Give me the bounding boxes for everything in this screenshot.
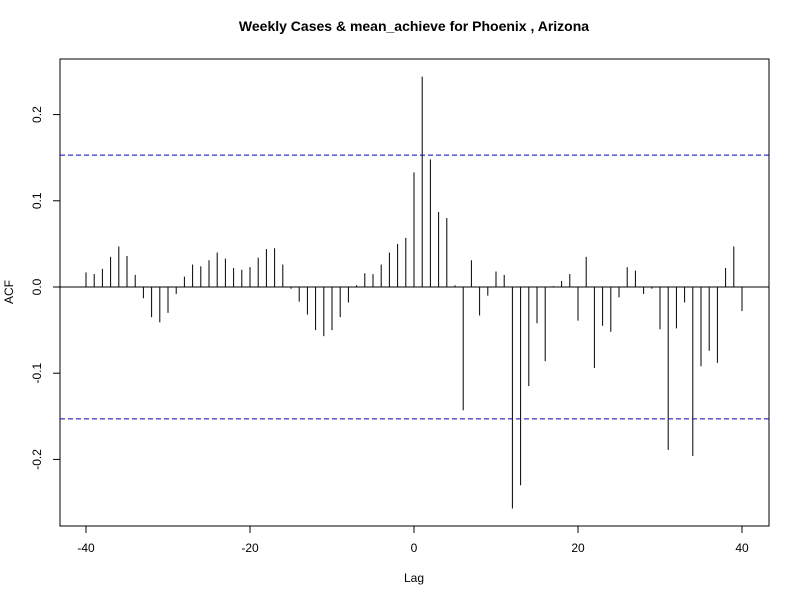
y-tick-label: 0.1 [30,192,44,209]
x-axis-label: Lag [404,571,424,585]
y-tick-label: 0.2 [30,106,44,123]
x-tick-label: -40 [77,541,95,555]
chart-title: Weekly Cases & mean_achieve for Phoenix … [239,18,589,34]
x-axis: -40 -20 0 20 40 [77,526,749,555]
confidence-bounds [60,154,769,420]
x-tick-label: 40 [735,541,749,555]
y-axis-label: ACF [2,280,16,304]
plot-frame [59,58,770,527]
x-tick-label: 20 [571,541,585,555]
y-axis: -0.2 -0.1 0.0 0.1 0.2 [30,106,60,470]
y-tick-label: -0.2 [30,449,44,470]
x-tick-label: -20 [241,541,259,555]
y-tick-label: -0.1 [30,363,44,384]
y-tick-label: 0.0 [30,278,44,295]
acf-bars [60,76,769,509]
x-tick-label: 0 [411,541,418,555]
